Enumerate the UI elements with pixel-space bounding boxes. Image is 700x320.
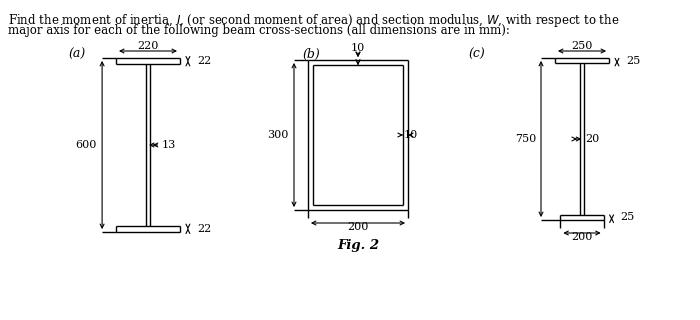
Text: (b): (b) (302, 48, 320, 61)
Text: 13: 13 (162, 140, 176, 150)
Text: 22: 22 (197, 224, 211, 234)
Text: 600: 600 (76, 140, 97, 150)
Text: (c): (c) (468, 48, 484, 61)
Text: 20: 20 (585, 134, 599, 144)
Text: 10: 10 (404, 130, 419, 140)
Text: 25: 25 (626, 56, 641, 66)
Text: Find the moment of inertia, $I$, (or second moment of area) and section modulus,: Find the moment of inertia, $I$, (or sec… (8, 12, 620, 29)
Text: major axis for each of the following beam cross-sections (all dimensions are in : major axis for each of the following bea… (8, 24, 510, 37)
Text: 250: 250 (571, 41, 593, 51)
Text: 300: 300 (267, 130, 289, 140)
Text: 200: 200 (347, 222, 369, 232)
Text: 10: 10 (351, 43, 365, 53)
Text: 22: 22 (197, 56, 211, 66)
Text: 750: 750 (514, 134, 536, 144)
Text: 200: 200 (571, 232, 593, 242)
Text: Fig. 2: Fig. 2 (337, 238, 379, 252)
Text: 220: 220 (137, 41, 159, 51)
Text: (a): (a) (68, 48, 85, 61)
Text: 25: 25 (621, 212, 635, 222)
